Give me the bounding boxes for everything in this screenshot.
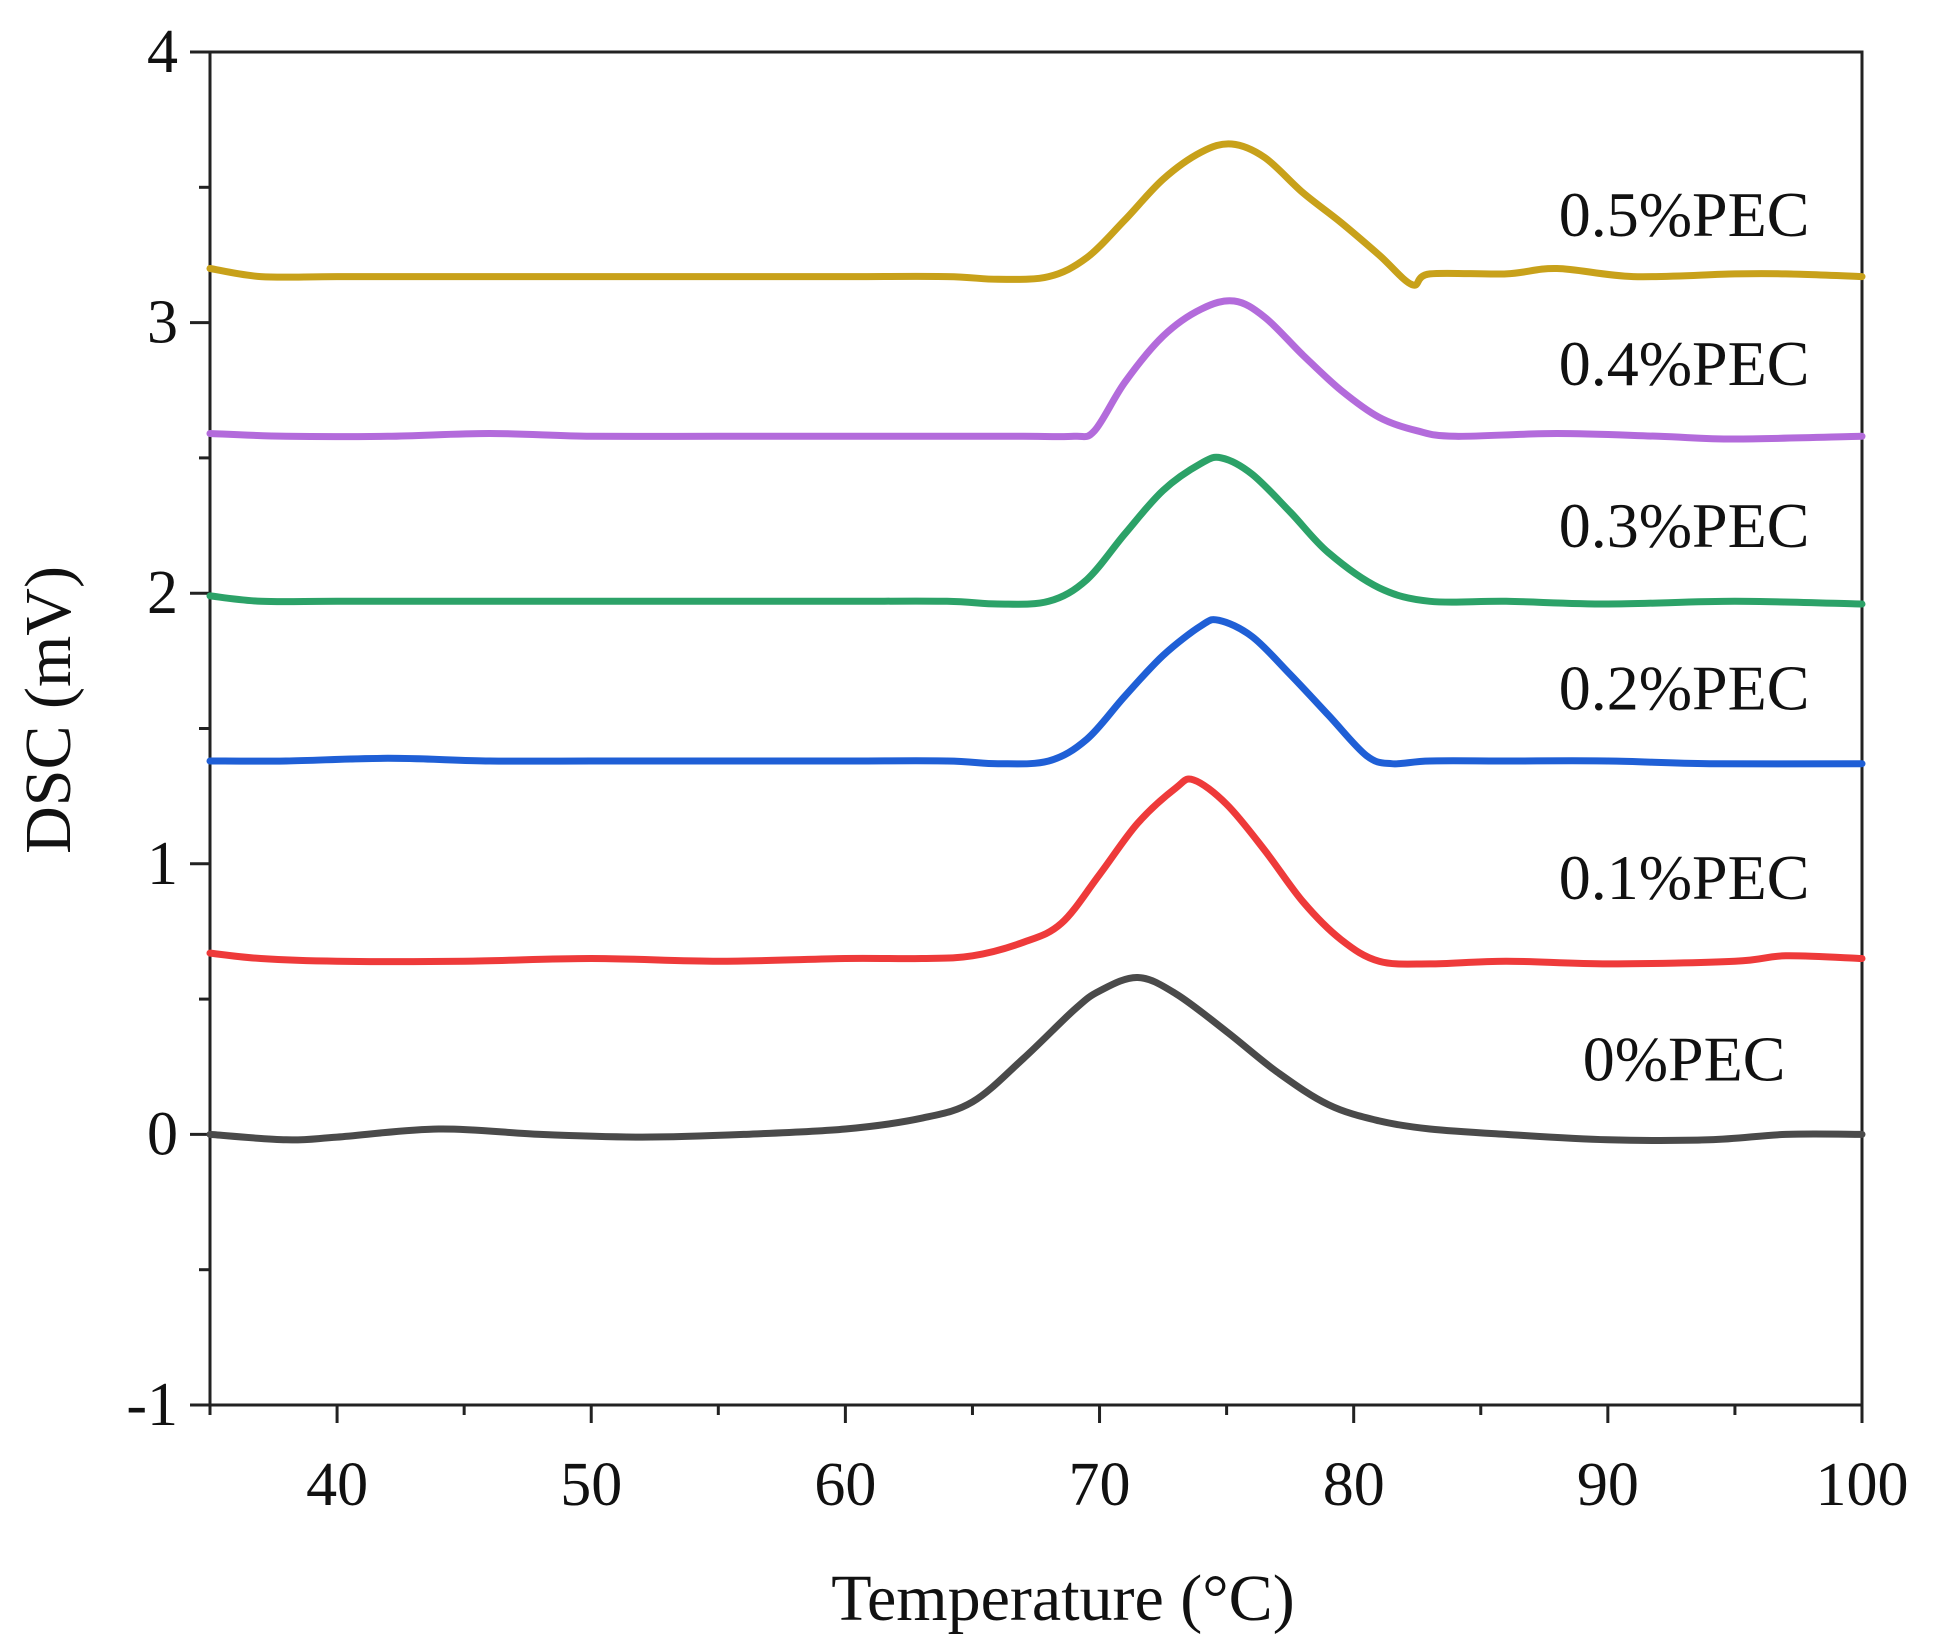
series-label-0-pec: 0%PEC (1583, 1023, 1786, 1094)
series-line-0-5-pec (206, 140, 1866, 289)
y-tick-label: 4 (147, 18, 178, 86)
series-line-0-1-pec (206, 775, 1866, 968)
x-tick-label: 50 (560, 1451, 622, 1519)
x-axis-ticks: 40 50 60 70 80 90 100 (208, 1405, 1909, 1519)
series-labels: 0%PEC 0.1%PEC 0.2%PEC 0.3%PEC 0.4%PEC 0.5%PEC (1559, 179, 1810, 1094)
x-tick-label: 100 (1816, 1451, 1909, 1519)
series-label-0-1-pec: 0.1%PEC (1559, 842, 1810, 913)
y-tick-label: 1 (147, 830, 178, 898)
series-line-0-pec (206, 974, 1866, 1144)
x-tick-label: 90 (1577, 1451, 1639, 1519)
y-tick-label: 0 (147, 1100, 178, 1168)
y-tick-label: 3 (147, 289, 178, 357)
x-axis-title: Temperature (°C) (831, 1562, 1294, 1635)
y-axis-title: DSC (mV) (12, 566, 85, 854)
x-tick-label: 80 (1323, 1451, 1385, 1519)
series-label-0-3-pec: 0.3%PEC (1559, 490, 1810, 561)
series-label-0-4-pec: 0.4%PEC (1559, 328, 1810, 399)
series-line-0-4-pec (206, 297, 1866, 443)
x-tick-label: 40 (306, 1451, 368, 1519)
series-label-0-5-pec: 0.5%PEC (1559, 179, 1810, 250)
plot-frame (208, 50, 1864, 1407)
series-lines (206, 140, 1866, 1144)
y-axis-ticks: -1 0 1 2 3 4 (126, 18, 210, 1439)
series-label-0-2-pec: 0.2%PEC (1559, 653, 1810, 724)
series-line-0-3-pec (206, 453, 1866, 608)
y-tick-label: 2 (147, 559, 178, 627)
plot-border (208, 50, 1864, 1407)
x-tick-label: 70 (1069, 1451, 1131, 1519)
x-tick-label: 60 (814, 1451, 876, 1519)
series-line-0-2-pec (206, 616, 1866, 768)
y-tick-label: -1 (126, 1371, 178, 1439)
